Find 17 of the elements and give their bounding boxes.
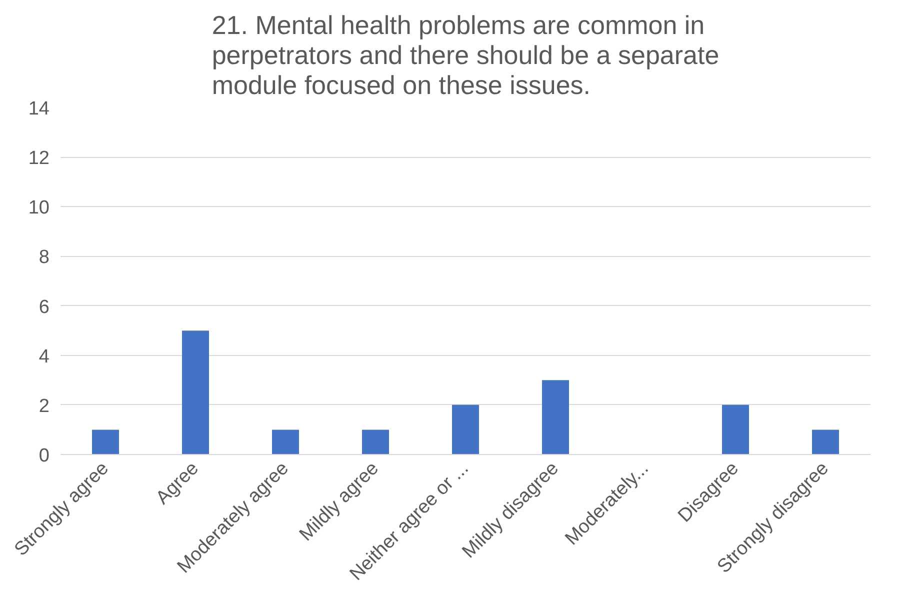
y-tick-label: 12: [28, 148, 50, 170]
y-tick-label: 6: [38, 296, 50, 318]
y-tick-label: 10: [28, 198, 50, 219]
bar: [92, 430, 119, 454]
bar: [542, 380, 569, 454]
y-tick-label: 14: [28, 98, 50, 120]
bar: [452, 404, 479, 454]
y-tick-label: 2: [38, 396, 50, 417]
y-tick-label: 0: [38, 446, 50, 466]
y-tick-label: 4: [38, 346, 50, 368]
bar: [722, 404, 749, 454]
y-tick-label: 8: [38, 247, 50, 268]
bar: [362, 430, 389, 454]
chart-title: 21. Mental health problems are common in perpetrators and there should be a separate module focused on these issues.: [212, 10, 720, 100]
bar: [812, 430, 839, 454]
bar: [182, 330, 209, 454]
bar: [272, 430, 299, 454]
